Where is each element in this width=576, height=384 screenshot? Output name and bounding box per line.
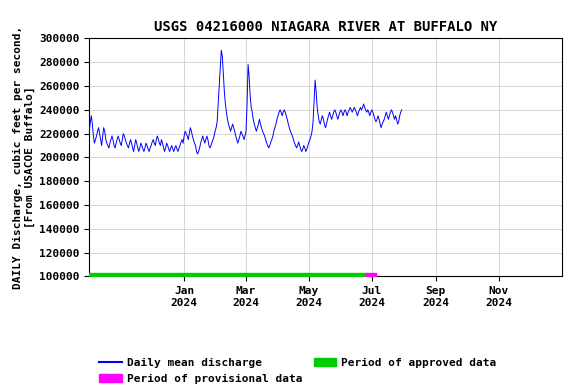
Y-axis label: DAILY Discharge, cubic feet per second,
[From USACOE Buffalo]: DAILY Discharge, cubic feet per second, …: [13, 26, 35, 289]
Legend: Daily mean discharge, Period of provisional data, Period of approved data: Daily mean discharge, Period of provisio…: [95, 353, 501, 384]
Title: USGS 04216000 NIAGARA RIVER AT BUFFALO NY: USGS 04216000 NIAGARA RIVER AT BUFFALO N…: [154, 20, 497, 35]
